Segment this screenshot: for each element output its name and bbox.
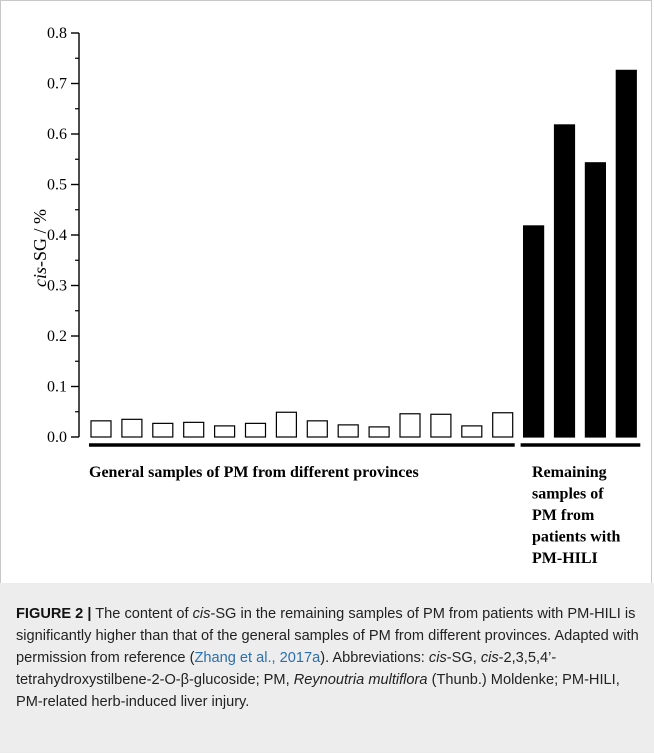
caption-reference-link[interactable]: Zhang et al., 2017a xyxy=(194,650,320,666)
caption-text-segment: cis xyxy=(429,650,447,666)
y-axis-title: cis-SG / % xyxy=(30,209,50,287)
bar xyxy=(307,421,327,437)
group-label-remaining: samples of xyxy=(532,486,604,503)
bar xyxy=(215,426,235,437)
bar xyxy=(555,125,575,437)
y-tick-label: 0.2 xyxy=(47,328,67,345)
group-label-remaining: PM-HILI xyxy=(532,550,598,567)
y-tick-label: 0.3 xyxy=(47,278,67,295)
bar-chart: 0.0 0.1 0.2 0.3 0.4 0.5 0.6 0.7 0.8 General samp… xyxy=(0,0,654,583)
bar xyxy=(431,414,451,437)
y-tick-label: 0.5 xyxy=(47,177,67,194)
bars xyxy=(91,70,636,437)
bar xyxy=(338,425,358,437)
bar xyxy=(91,421,111,437)
y-axis-title-rest: -SG / % xyxy=(30,209,50,267)
caption-text-segment: Reynoutria multiflora xyxy=(294,672,428,688)
bar xyxy=(524,226,544,437)
bar xyxy=(369,427,389,437)
bar xyxy=(276,412,296,437)
bar xyxy=(493,413,513,437)
y-tick-label: 0.4 xyxy=(47,227,67,244)
group-labels: General samples of PM from different pro… xyxy=(89,445,640,567)
y-tick-label: 0.1 xyxy=(47,379,67,396)
bar xyxy=(616,70,636,437)
y-tick-label: 0.0 xyxy=(47,429,67,446)
caption-text: The content of cis-SG in the remaining s… xyxy=(16,606,639,710)
y-tick-label: 0.6 xyxy=(47,126,67,143)
group-label-remaining: Remaining xyxy=(532,464,607,481)
bar xyxy=(184,422,204,437)
y-axis: 0.0 0.1 0.2 0.3 0.4 0.5 0.6 0.7 0.8 xyxy=(47,25,79,446)
caption-text-segment: cis xyxy=(193,606,211,622)
bar xyxy=(585,163,605,437)
bar xyxy=(246,423,266,437)
figure-caption: FIGURE 2 | The content of cis-SG in the … xyxy=(0,583,654,753)
group-label-remaining: PM from xyxy=(532,507,595,524)
y-tick-label: 0.7 xyxy=(47,76,67,93)
group-label-general: General samples of PM from different pro… xyxy=(89,464,419,481)
caption-text-segment: ). Abbreviations: xyxy=(320,650,429,666)
y-axis-title-italic: cis xyxy=(30,267,50,287)
caption-label: FIGURE 2 | xyxy=(16,606,91,622)
bar xyxy=(462,426,482,437)
caption-text-segment: -SG, xyxy=(447,650,481,666)
caption-text-segment: The content of xyxy=(91,606,192,622)
bar xyxy=(153,423,173,437)
group-label-remaining: patients with xyxy=(532,529,621,546)
y-tick-label: 0.8 xyxy=(47,25,67,42)
bar xyxy=(400,414,420,437)
bar xyxy=(122,419,142,437)
caption-text-segment: cis xyxy=(481,650,499,666)
